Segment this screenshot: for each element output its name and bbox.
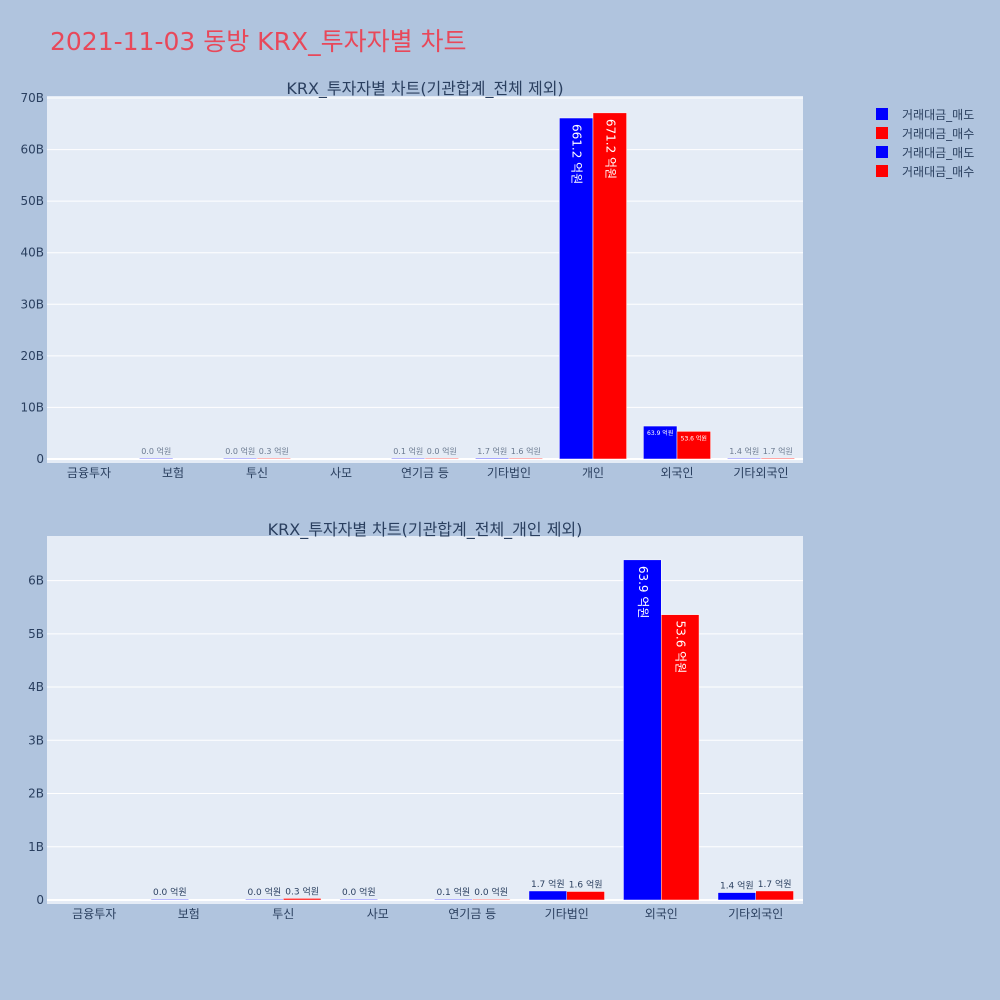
data-label: 0.0 억원 <box>153 886 187 898</box>
x-tick-label: 투신 <box>246 466 268 480</box>
y-tick-label: 10B <box>20 400 44 414</box>
bar <box>391 457 426 460</box>
data-label: 53.6 억원 <box>674 621 688 674</box>
chart-title: KRX_투자자별 차트(기관합계_전체_개인 제외) <box>268 520 583 540</box>
y-tick-label: 60B <box>20 143 44 157</box>
y-tick-label: 2B <box>28 787 44 801</box>
y-tick-label: 0 <box>36 452 44 466</box>
x-tick-label: 외국인 <box>660 466 693 480</box>
bar <box>475 457 510 460</box>
bar <box>256 457 291 460</box>
x-tick-label: 기타외국인 <box>728 907 783 921</box>
bar <box>717 892 757 901</box>
bar <box>755 890 794 901</box>
data-label: 0.3 억원 <box>285 885 319 897</box>
x-tick-label: 보험 <box>178 907 200 921</box>
data-label: 0.0 억원 <box>474 886 508 898</box>
data-label: 63.9 억원 <box>636 566 650 619</box>
y-tick-label: 40B <box>20 246 44 260</box>
x-tick-label: 연기금 등 <box>401 466 449 480</box>
bar <box>623 559 662 901</box>
data-label: 0.0 억원 <box>342 886 376 898</box>
bar <box>559 117 594 460</box>
y-tick-label: 6B <box>28 574 44 588</box>
data-label: 661.2 억원 <box>570 124 584 184</box>
legend-swatch <box>876 127 888 139</box>
data-label: 53.6 억원 <box>681 434 707 442</box>
data-label: 671.2 억원 <box>603 119 617 179</box>
chart-investor-excl-institution: 0 10B 20B 30B 40B 50B 60B 70B KRX_투자자별 차트(기관합계_전… <box>20 79 803 480</box>
y-tick-label: 0 <box>36 893 44 907</box>
y-tick-label: 30B <box>20 297 44 311</box>
bar <box>592 112 627 460</box>
y-tick-label: 5B <box>28 627 44 641</box>
x-tick-label: 외국인 <box>645 907 678 921</box>
bar <box>676 431 711 460</box>
bar <box>528 890 568 901</box>
bar <box>150 898 189 901</box>
y-tick-label: 3B <box>28 733 44 747</box>
data-label: 1.7 억원 <box>531 878 565 890</box>
bar <box>472 898 511 901</box>
page-title: 2021-11-03 동방 KRX_투자자별 차트 <box>50 27 467 56</box>
bar <box>339 898 379 901</box>
x-tick-label: 사모 <box>367 907 389 921</box>
legend-item: 거래대금_매수 <box>902 127 974 141</box>
data-label: 0.0 억원 <box>427 446 457 456</box>
x-tick-label: 기타외국인 <box>733 466 788 480</box>
x-tick-label: 기타법인 <box>545 907 589 921</box>
data-label: 1.6 억원 <box>511 446 541 456</box>
bar <box>643 425 678 460</box>
bar <box>434 898 473 901</box>
bar <box>727 457 762 460</box>
legend-item: 거래대금_매도 <box>902 108 974 122</box>
x-tick-label: 보험 <box>162 466 184 480</box>
data-label: 1.4 억원 <box>729 446 759 456</box>
legend-item: 거래대금_매수 <box>902 165 974 179</box>
data-label: 1.7 억원 <box>763 446 793 456</box>
data-label: 0.3 억원 <box>259 446 289 456</box>
bar <box>424 457 459 460</box>
data-label: 0.1 억원 <box>436 886 470 898</box>
x-tick-label: 연기금 등 <box>448 907 496 921</box>
data-label: 1.4 억원 <box>720 880 754 892</box>
data-label: 1.7 억원 <box>758 878 792 890</box>
legend-swatch <box>876 165 888 177</box>
data-label: 0.0 억원 <box>247 886 281 898</box>
y-tick-label: 20B <box>20 349 44 363</box>
bar <box>760 457 795 460</box>
legend-item: 거래대금_매도 <box>902 146 974 160</box>
y-tick-label: 70B <box>20 91 44 105</box>
data-label: 0.0 억원 <box>141 446 171 456</box>
y-tick-label: 1B <box>28 840 44 854</box>
bar <box>245 898 284 901</box>
bar <box>508 457 543 460</box>
legend-swatch <box>876 146 888 158</box>
bar <box>283 898 322 901</box>
x-tick-label: 투신 <box>272 907 294 921</box>
x-tick-label: 금융투자 <box>67 466 111 480</box>
chart-investor-excl-institution-individual: 0 1B 2B 3B 4B 5B 6B KRX_투자자별 차트(기관합계_전체_개인 제외) 금… <box>28 520 803 921</box>
y-tick-label: 4B <box>28 680 44 694</box>
data-label: 1.6 억원 <box>569 878 603 890</box>
x-tick-label: 개인 <box>582 466 604 480</box>
y-tick-label: 50B <box>20 194 44 208</box>
x-tick-label: 기타법인 <box>487 466 531 480</box>
plot-area <box>47 96 803 463</box>
bar <box>566 891 605 901</box>
bar <box>661 614 700 901</box>
data-label: 0.0 억원 <box>225 446 255 456</box>
legend-swatch <box>876 108 888 120</box>
bar <box>223 457 258 460</box>
data-label: 0.1 억원 <box>393 446 423 456</box>
data-label: 63.9 억원 <box>647 429 673 437</box>
data-label: 1.7 억원 <box>477 446 507 456</box>
x-tick-label: 금융투자 <box>72 907 116 921</box>
bar <box>139 457 174 460</box>
x-tick-label: 사모 <box>330 466 352 480</box>
chart-title: KRX_투자자별 차트(기관합계_전체 제외) <box>286 79 563 99</box>
